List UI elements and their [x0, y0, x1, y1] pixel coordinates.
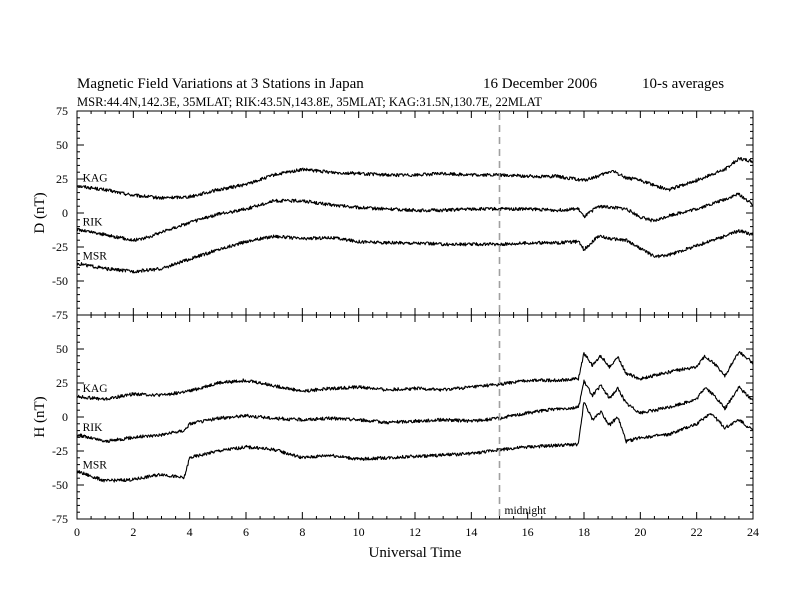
series-line-msr	[76, 402, 754, 483]
series-line-rik	[76, 192, 754, 242]
chart-date: 16 December 2006	[483, 76, 598, 92]
midnight-label: midnight	[505, 505, 547, 517]
series-line-kag	[76, 157, 754, 200]
x-tick-label: 8	[299, 525, 305, 539]
x-tick-label: 16	[522, 525, 534, 539]
chart-title: Magnetic Field Variations at 3 Stations …	[77, 76, 364, 92]
plot-frame	[76, 314, 754, 520]
x-tick-label: 24	[747, 525, 759, 539]
y-tick-label: 25	[56, 376, 68, 390]
y-tick-label: -50	[52, 274, 68, 288]
y-tick-label: 0	[62, 206, 68, 220]
x-tick-label: 18	[578, 525, 590, 539]
x-tick-label: 2	[130, 525, 136, 539]
series-line-rik	[76, 379, 754, 443]
y-tick-label: 25	[56, 172, 68, 186]
series-label-msr: MSR	[83, 250, 108, 262]
y-tick-label: -75	[52, 512, 68, 526]
x-tick-label: 22	[691, 525, 703, 539]
y-tick-label: -75	[52, 308, 68, 322]
y-tick-label: 75	[56, 104, 68, 118]
y-tick-label: -25	[52, 240, 68, 254]
y-tick-label: -50	[52, 478, 68, 492]
x-axis-label: Universal Time	[369, 545, 462, 561]
d-component-panel: 75 50 25 0 -25 -50 -75 D (nT) KAG RIK MSR	[32, 104, 754, 322]
chart-averaging: 10-s averages	[642, 76, 724, 92]
series-label-msr: MSR	[83, 459, 108, 471]
x-tick-label: 6	[243, 525, 249, 539]
x-tick-label: 4	[187, 525, 193, 539]
d-axis-label: D (nT)	[32, 192, 48, 233]
x-tick-label: 10	[353, 525, 365, 539]
y-tick-label: -25	[52, 444, 68, 458]
y-tick-label: 0	[62, 410, 68, 424]
series-line-msr	[76, 229, 754, 274]
stations-subtitle: MSR:44.4N,142.3E, 35MLAT; RIK:43.5N,143.…	[77, 95, 542, 109]
series-label-kag: KAG	[83, 173, 108, 185]
series-label-kag: KAG	[83, 383, 108, 395]
y-tick-label: 50	[56, 342, 68, 356]
series-line-kag	[77, 351, 754, 401]
x-tick-label: 14	[465, 525, 477, 539]
x-tick-label: 20	[634, 525, 646, 539]
series-label-rik: RIK	[83, 422, 104, 434]
series-label-rik: RIK	[83, 216, 104, 228]
y-tick-label: 50	[56, 138, 68, 152]
plot-frame	[76, 110, 754, 316]
x-tick-label: 0	[74, 525, 80, 539]
x-tick-label: 12	[409, 525, 421, 539]
h-axis-label: H (nT)	[32, 396, 48, 437]
